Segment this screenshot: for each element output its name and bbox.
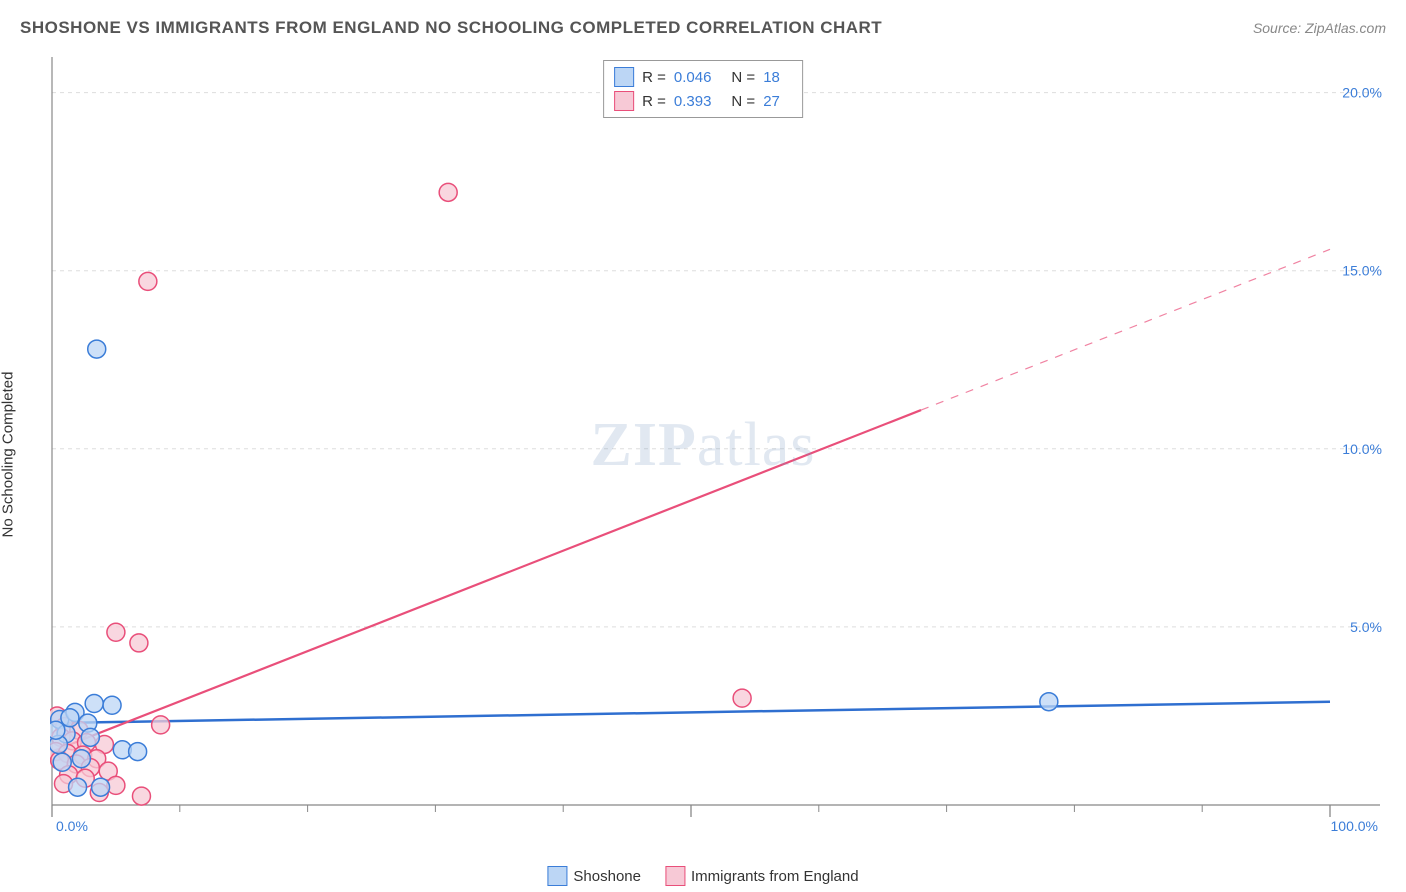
legend-r-label-0: R = — [642, 69, 666, 86]
svg-text:20.0%: 20.0% — [1342, 85, 1382, 101]
legend-series-label-0: Shoshone — [573, 868, 641, 885]
title-bar: SHOSHONE VS IMMIGRANTS FROM ENGLAND NO S… — [20, 18, 1386, 38]
legend-stats-row-0: R = 0.046 N = 18 — [614, 65, 792, 89]
source-label: Source: ZipAtlas.com — [1253, 20, 1386, 36]
legend-n-value-1: 27 — [763, 93, 780, 110]
legend-stats: R = 0.046 N = 18 R = 0.393 N = 27 — [603, 60, 803, 118]
legend-n-value-0: 18 — [763, 69, 780, 86]
legend-n-label-0: N = — [731, 69, 755, 86]
legend-series-item-1: Immigrants from England — [665, 866, 859, 886]
legend-series-label-1: Immigrants from England — [691, 868, 859, 885]
legend-series: Shoshone Immigrants from England — [547, 866, 858, 886]
legend-series-item-0: Shoshone — [547, 866, 641, 886]
legend-r-value-0: 0.046 — [674, 69, 712, 86]
chart-svg: 5.0% 10.0% 15.0% 20.0% 0.0% 100.0% — [50, 55, 1390, 845]
legend-n-label-1: N = — [731, 93, 755, 110]
chart-area: 5.0% 10.0% 15.0% 20.0% 0.0% 100.0% — [50, 55, 1390, 845]
legend-r-value-1: 0.393 — [674, 93, 712, 110]
svg-text:10.0%: 10.0% — [1342, 441, 1382, 457]
legend-r-label-1: R = — [642, 93, 666, 110]
svg-text:100.0%: 100.0% — [1331, 818, 1378, 834]
legend-swatch-0 — [614, 67, 634, 87]
legend-series-swatch-0 — [547, 866, 567, 886]
svg-text:15.0%: 15.0% — [1342, 263, 1382, 279]
legend-series-swatch-1 — [665, 866, 685, 886]
svg-text:0.0%: 0.0% — [56, 818, 88, 834]
y-axis-label: No Schooling Completed — [0, 372, 17, 538]
svg-text:5.0%: 5.0% — [1350, 619, 1382, 635]
legend-stats-row-1: R = 0.393 N = 27 — [614, 89, 792, 113]
legend-swatch-1 — [614, 91, 634, 111]
chart-title: SHOSHONE VS IMMIGRANTS FROM ENGLAND NO S… — [20, 18, 882, 38]
